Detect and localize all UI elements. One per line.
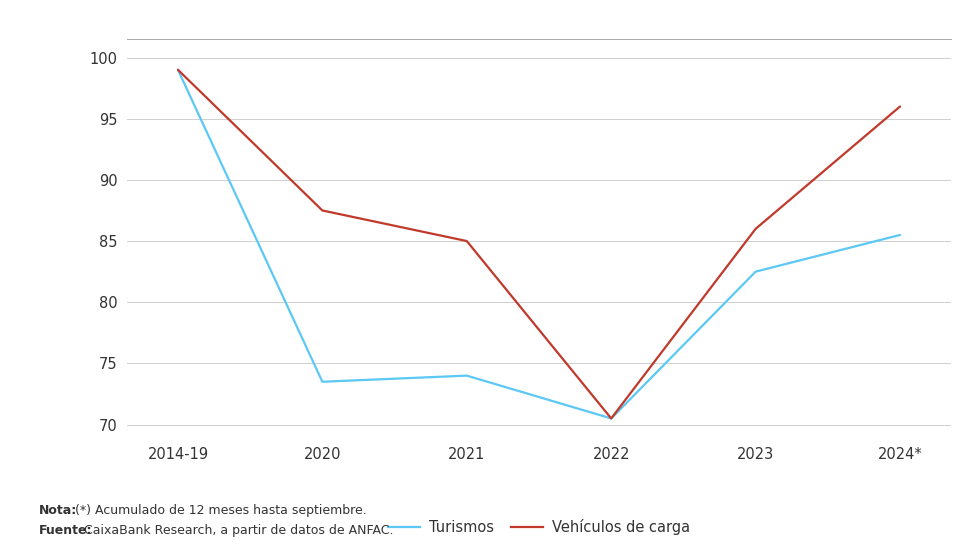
Text: (*) Acumulado de 12 meses hasta septiembre.: (*) Acumulado de 12 meses hasta septiemb… (71, 504, 367, 517)
Legend: Turismos, Vehículos de carga: Turismos, Vehículos de carga (382, 513, 696, 541)
Text: Fuente:: Fuente: (39, 524, 93, 536)
Text: Nota:: Nota: (39, 504, 77, 517)
Text: CaixaBank Research, a partir de datos de ANFAC.: CaixaBank Research, a partir de datos de… (80, 524, 394, 536)
